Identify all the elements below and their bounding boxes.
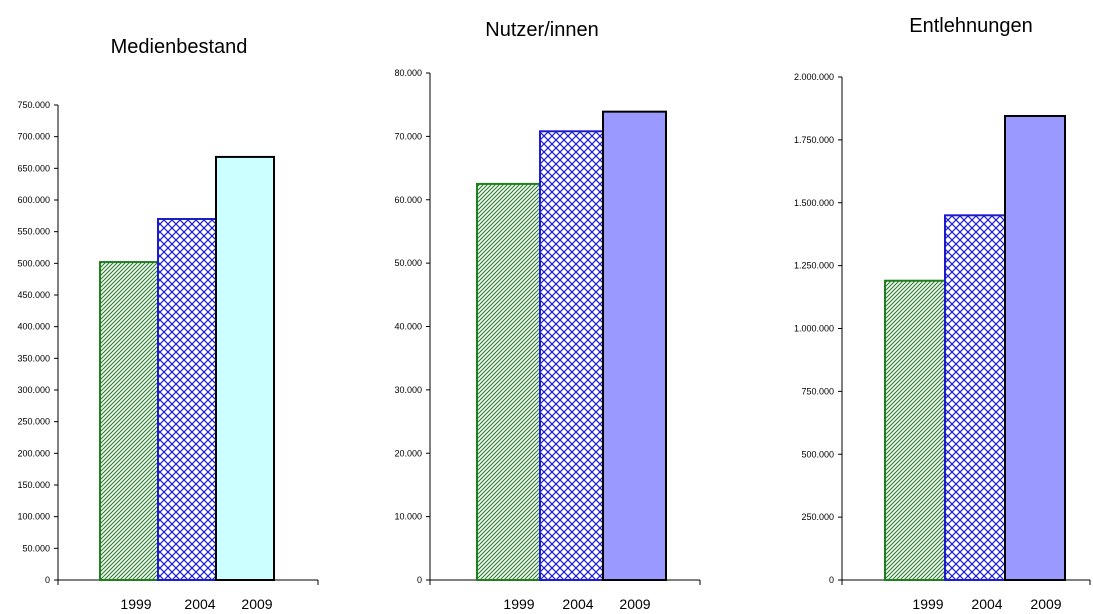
y-tick-label: 200.000 [17, 448, 50, 458]
bar-2004 [539, 130, 604, 581]
y-tick-label: 550.000 [17, 227, 50, 237]
y-tick-label: 500.000 [17, 258, 50, 268]
y-tick-label: 20.000 [394, 448, 422, 458]
chart-title: Medienbestand [111, 36, 248, 58]
x-tick-label: 2009 [619, 596, 650, 612]
x-tick-label: 2004 [184, 596, 215, 612]
x-tick-label: 1999 [912, 596, 943, 612]
y-tick-label: 600.000 [17, 195, 50, 205]
bar-1999 [884, 279, 946, 581]
chart-3: Entlehnungen 0 250.000 500.000 750.000 1.000.… [794, 15, 1091, 612]
y-tick-label: 10.000 [394, 512, 422, 522]
y-tick-label: 150.000 [17, 480, 50, 490]
y-tick-label: 0 [417, 575, 422, 585]
y-tick-label: 0 [45, 575, 50, 585]
y-tick-label: 750.000 [17, 100, 50, 110]
y-tick-label: 80.000 [394, 68, 422, 78]
y-tick-label: 1.500.000 [794, 198, 834, 208]
chart-1: Medienbestand 0 50.000 100.000 150.000 200.00… [17, 36, 319, 612]
x-tick-label: 2009 [1030, 596, 1061, 612]
y-tick-label: 750.000 [801, 386, 834, 396]
bar-1999 [99, 261, 159, 581]
y-tick-label: 350.000 [17, 353, 50, 363]
y-tick-label: 60.000 [394, 195, 422, 205]
y-tick-label: 50.000 [394, 258, 422, 268]
y-tick-label: 2.000.000 [794, 72, 834, 82]
y-tick-label: 50.000 [22, 543, 50, 553]
y-tick-label: 700.000 [17, 132, 50, 142]
y-tick-label: 30.000 [394, 385, 422, 395]
bar-2004 [157, 218, 217, 581]
y-tick-label: 1.250.000 [794, 261, 834, 271]
y-tick-label: 1.000.000 [794, 324, 834, 334]
bar-2009 [1004, 114, 1066, 581]
y-tick-label: 100.000 [17, 512, 50, 522]
bar-2009 [215, 155, 275, 582]
x-tick-label: 2004 [971, 596, 1002, 612]
bar-2009 [602, 110, 667, 581]
y-tick-label: 400.000 [17, 322, 50, 332]
y-tick-label: 300.000 [17, 385, 50, 395]
y-tick-label: 0 [829, 575, 834, 585]
chart-title: Nutzer/innen [485, 19, 598, 41]
y-tick-label: 250.000 [17, 417, 50, 427]
y-tick-label: 450.000 [17, 290, 50, 300]
y-tick-label: 70.000 [394, 131, 422, 141]
bar-1999 [476, 182, 541, 581]
x-tick-label: 1999 [120, 596, 151, 612]
y-tick-label: 650.000 [17, 163, 50, 173]
y-tick-label: 1.750.000 [794, 135, 834, 145]
chart-2: Nutzer/innen 0 10.000 20.000 30.000 40.000 50.… [394, 19, 701, 612]
y-tick-label: 250.000 [801, 512, 834, 522]
chart-title: Entlehnungen [909, 15, 1032, 37]
x-tick-label: 2004 [562, 596, 593, 612]
y-tick-label: 500.000 [801, 449, 834, 459]
x-tick-label: 1999 [503, 596, 534, 612]
x-tick-label: 2009 [241, 596, 272, 612]
bar-2004 [944, 214, 1006, 581]
y-tick-label: 40.000 [394, 322, 422, 332]
